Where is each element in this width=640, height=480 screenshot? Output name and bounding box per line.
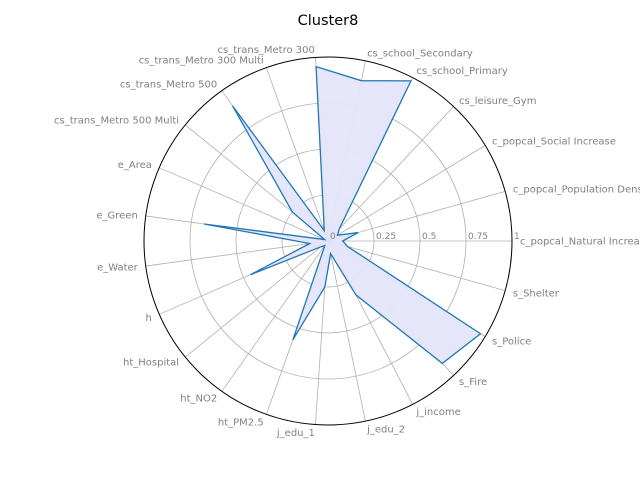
- axis-label-18: j_edu_2: [366, 424, 405, 435]
- axis-label-3: cs_leisure_Gym: [459, 96, 536, 107]
- r-tick-label-4: 1: [514, 232, 520, 242]
- spoke-15: [221, 240, 329, 392]
- chart-title: Cluster8: [298, 13, 359, 29]
- axis-label-8: cs_trans_Metro 500: [120, 80, 217, 91]
- spoke-3: [327, 106, 454, 242]
- axis-label-22: s_Shelter: [513, 288, 560, 299]
- data-layer: [203, 65, 482, 365]
- axis-label-2: c_popcal_Social Increase: [492, 137, 616, 148]
- axis-label-5: cs_school_Secondary: [367, 49, 473, 60]
- axis-label-10: e_Area: [118, 160, 152, 171]
- r-tick-label-3: 0.75: [468, 232, 488, 242]
- axis-label-4: cs_school_Primary: [416, 66, 507, 77]
- axis-label-1: c_popcal_Population Density: [513, 185, 640, 196]
- spoke-7: [266, 67, 329, 242]
- spoke-18: [327, 240, 366, 422]
- axis-label-20: s_Fire: [459, 377, 487, 388]
- axis-label-14: ht_Hospital: [123, 358, 179, 369]
- spoke-14: [185, 240, 329, 358]
- spoke-2: [327, 145, 486, 242]
- series-line: [203, 65, 482, 365]
- axis-label-12: e_Water: [97, 263, 139, 274]
- axis-label-15: ht_NO2: [180, 393, 217, 404]
- r-tick-label-0: 0: [330, 232, 336, 242]
- axis-label-6: cs_trans_Metro 300: [217, 45, 314, 56]
- axis-label-9: cs_trans_Metro 500 Multi: [54, 115, 179, 126]
- r-tick-label-1: 0.25: [376, 232, 396, 242]
- r-tick-label-2: 0.5: [422, 232, 436, 242]
- spoke-12: [145, 240, 329, 267]
- label-layer: c_popcal_Natural Increase c_popcal_Popula…: [54, 45, 640, 439]
- spoke-22: [327, 240, 506, 292]
- axis-label-7: cs_trans_Metro 300 Multi: [139, 56, 264, 67]
- axis-label-17: j_edu_1: [276, 428, 315, 439]
- axis-label-19: j_income: [415, 407, 460, 418]
- spoke-10: [159, 167, 329, 242]
- axis-label-13: h: [146, 313, 152, 324]
- axis-label-11: e_Green: [96, 210, 137, 221]
- axis-label-16: ht_PM2.5: [218, 417, 264, 428]
- axis-label-21: s_Police: [492, 336, 531, 347]
- polar-frame: [143, 56, 513, 426]
- axis-label-0: c_popcal_Natural Increase: [520, 237, 640, 248]
- series-fill: [204, 66, 481, 364]
